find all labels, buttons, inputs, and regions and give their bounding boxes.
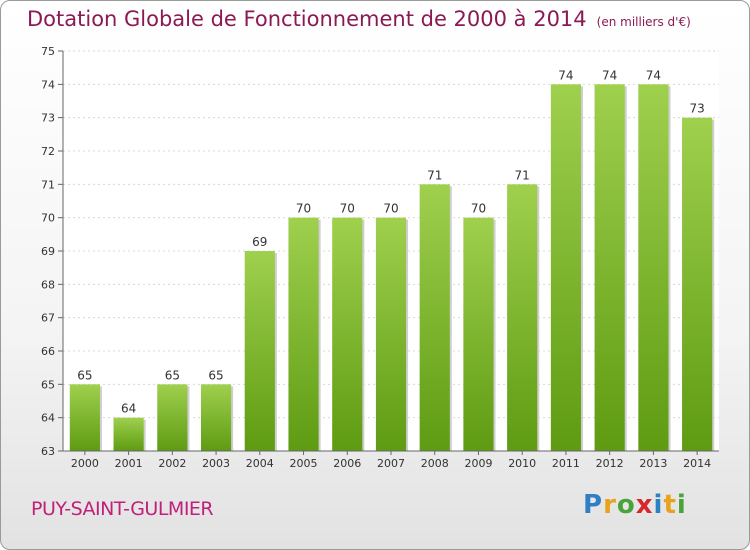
y-tick-label: 66 — [41, 345, 55, 358]
y-tick-label: 64 — [41, 412, 55, 425]
bar-2009 — [463, 217, 494, 451]
unit-note: (en milliers d'€) — [596, 15, 691, 29]
y-tick-label: 74 — [41, 78, 55, 91]
y-tick-label: 70 — [41, 212, 55, 225]
x-tick-label-2005: 2005 — [290, 457, 318, 470]
x-tick-label-2003: 2003 — [202, 457, 230, 470]
x-tick-label-2001: 2001 — [115, 457, 143, 470]
data-label-2000: 65 — [77, 368, 92, 382]
x-tick-label-2010: 2010 — [508, 457, 536, 470]
y-tick-label: 65 — [41, 378, 55, 391]
commune-name: PUY-SAINT-GULMIER — [31, 498, 214, 520]
data-label-2013: 74 — [646, 68, 661, 82]
x-tick-label-2009: 2009 — [464, 457, 492, 470]
data-label-2006: 70 — [340, 202, 355, 216]
data-label-2011: 74 — [558, 68, 573, 82]
data-label-2003: 65 — [208, 368, 223, 382]
data-label-2010: 71 — [515, 168, 530, 182]
y-tick-label: 68 — [41, 278, 55, 291]
data-label-2004: 69 — [252, 235, 267, 249]
y-tick-label: 73 — [41, 112, 55, 125]
data-label-2008: 71 — [427, 168, 442, 182]
y-tick-label: 72 — [41, 145, 55, 158]
y-tick-label: 75 — [41, 45, 55, 58]
bar-2004 — [244, 251, 275, 451]
bar-2006 — [332, 217, 363, 451]
x-tick-label-2012: 2012 — [596, 457, 624, 470]
bar-2007 — [375, 217, 407, 451]
x-tick-label-2006: 2006 — [333, 457, 361, 470]
x-tick-label-2004: 2004 — [246, 457, 274, 470]
y-tick-label: 71 — [41, 178, 55, 191]
chart-title-text: Dotation Globale de Fonctionnement de 20… — [27, 7, 587, 31]
bar-2005 — [288, 217, 319, 451]
bar-2000 — [69, 384, 100, 451]
x-tick-label-2014: 2014 — [683, 457, 711, 470]
x-tick-label-2011: 2011 — [552, 457, 580, 470]
x-tick-label-2008: 2008 — [421, 457, 449, 470]
x-tick-label-2007: 2007 — [377, 457, 405, 470]
bar-2001 — [113, 417, 144, 451]
bar-2003 — [200, 384, 232, 451]
x-tick-label-2000: 2000 — [71, 457, 99, 470]
chart-title: Dotation Globale de Fonctionnement de 20… — [27, 7, 691, 31]
bar-2002 — [157, 384, 188, 451]
data-label-2005: 70 — [296, 202, 311, 216]
data-label-2002: 65 — [165, 368, 180, 382]
x-tick-label-2002: 2002 — [158, 457, 186, 470]
bar-2011 — [550, 84, 582, 451]
y-tick-label: 67 — [41, 312, 55, 325]
x-tick-label-2013: 2013 — [639, 457, 667, 470]
y-tick-label: 63 — [41, 445, 55, 458]
bar-2013 — [638, 84, 669, 451]
data-label-2012: 74 — [602, 68, 617, 82]
data-label-2014: 73 — [689, 102, 704, 116]
y-tick-label: 69 — [41, 245, 55, 258]
data-label-2009: 70 — [471, 202, 486, 216]
bar-2010 — [507, 184, 538, 452]
bar-2008 — [419, 184, 450, 452]
data-label-2007: 70 — [383, 202, 398, 216]
bar-2014 — [682, 117, 713, 452]
bar-2012 — [594, 84, 625, 451]
data-label-2001: 64 — [121, 402, 136, 416]
proxiti-logo: Proxiti — [583, 490, 687, 520]
